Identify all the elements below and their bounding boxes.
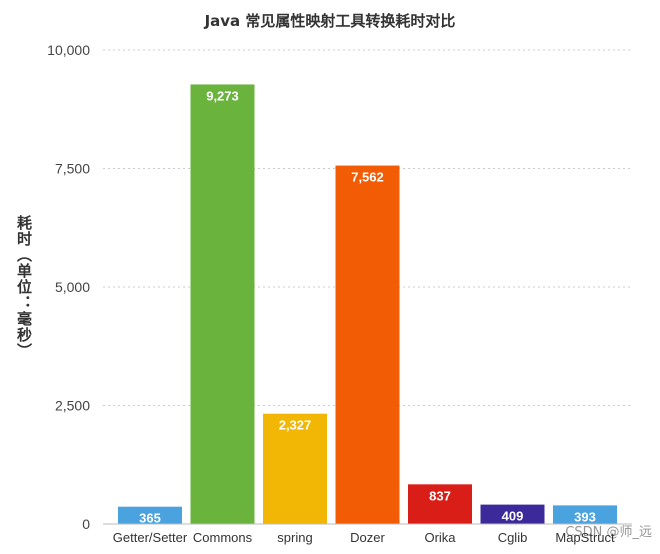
x-tick-label: Getter/Setter (113, 530, 188, 545)
data-label: 393 (574, 509, 596, 524)
bar (335, 165, 400, 524)
data-label: 9,273 (206, 88, 239, 103)
watermark: CSDN @师_远 (565, 525, 652, 540)
data-label: 409 (502, 509, 524, 524)
bar (190, 84, 255, 524)
y-tick-label: 5,000 (55, 279, 90, 295)
chart-title: Java 常见属性映射工具转换耗时对比 (204, 12, 456, 30)
bar (408, 484, 472, 524)
bar (553, 505, 617, 524)
bar (263, 413, 327, 524)
y-axis-label: 耗时（单位：毫秒） (15, 215, 33, 359)
y-tick-label: 7,500 (55, 161, 90, 177)
x-tick-label: Cglib (498, 530, 528, 545)
y-tick-label: 0 (82, 516, 90, 532)
bar (480, 504, 545, 524)
data-label: 365 (139, 511, 161, 526)
bar (118, 506, 182, 524)
x-tick-label: spring (277, 530, 312, 545)
x-tick-label: MapStruct (555, 530, 615, 545)
data-label: 2,327 (279, 418, 312, 433)
data-label: 837 (429, 488, 451, 503)
y-tick-label: 10,000 (47, 42, 90, 58)
data-label: 7,562 (351, 170, 384, 185)
x-tick-label: Dozer (350, 530, 385, 545)
x-tick-label: Orika (424, 530, 456, 545)
x-tick-label: Commons (193, 530, 253, 545)
y-tick-label: 2,500 (55, 398, 90, 414)
